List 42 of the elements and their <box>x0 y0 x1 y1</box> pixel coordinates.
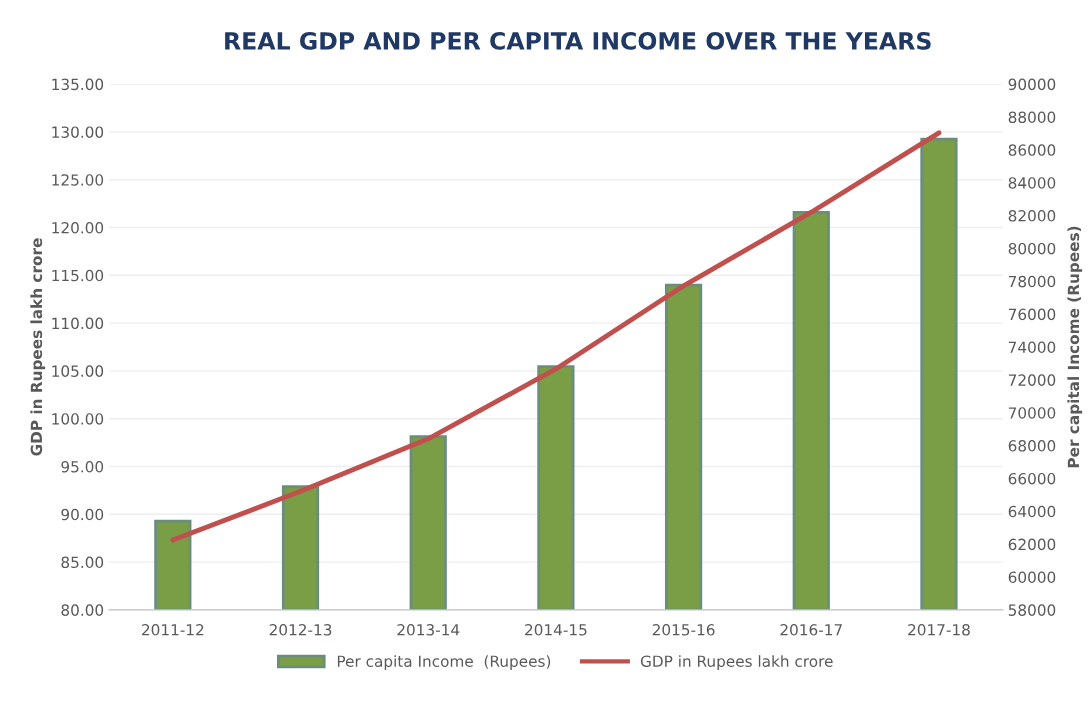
y-tick-label: 80.00 <box>61 604 104 616</box>
y-tick-label: 90.00 <box>61 508 104 521</box>
x-tick-label: 2012-13 <box>269 624 332 636</box>
y-axis-title: GDP in Rupees lakh crore <box>30 238 46 456</box>
y2-tick-label: 78000 <box>1008 275 1056 288</box>
y2-tick-label: 62000 <box>1008 538 1056 551</box>
y2-tick-label: 86000 <box>1008 144 1056 156</box>
x-tick-label: 2014-15 <box>525 624 587 636</box>
x-tick-label: 2016-17 <box>780 624 842 636</box>
y2-tick-label: 88000 <box>1008 111 1056 123</box>
x-tick-label: 2015-16 <box>652 624 715 636</box>
line-series <box>170 130 942 543</box>
x-tick-label: 2013-14 <box>397 624 460 636</box>
y-tick-label: 135.00 <box>52 78 104 91</box>
y-tick-label: 110.00 <box>52 317 104 330</box>
y2-tick-label: 82000 <box>1008 210 1056 222</box>
y2-axis-title: Per capital Income (Rupees) <box>1067 226 1083 468</box>
y-tick-label: 105.00 <box>52 365 104 377</box>
y2-tick-label: 64000 <box>1008 505 1056 518</box>
y-tick-label: 125.00 <box>52 174 104 186</box>
legend-label: GDP in Rupees lakh crore <box>640 655 833 670</box>
y-tick-label: 130.00 <box>52 126 104 138</box>
y2-tick-label: 60000 <box>1008 571 1056 584</box>
x-tick-label: 2017-18 <box>908 624 970 636</box>
y-tick-label: 100.00 <box>52 413 104 425</box>
y-tick-label: 95.00 <box>61 460 104 473</box>
y2-tick-label: 58000 <box>1008 604 1056 616</box>
y-tick-label: 115.00 <box>52 269 104 282</box>
y2-tick-label: 76000 <box>1008 308 1056 321</box>
y2-tick-label: 80000 <box>1008 242 1056 255</box>
y2-tick-label: 72000 <box>1008 374 1056 386</box>
x-tick-label: 2011-12 <box>142 624 204 636</box>
y2-tick-label: 90000 <box>1008 78 1056 91</box>
y2-tick-label: 84000 <box>1008 177 1056 189</box>
y2-tick-label: 74000 <box>1008 341 1056 354</box>
y-tick-label: 85.00 <box>61 556 104 569</box>
y2-tick-label: 68000 <box>1008 440 1056 452</box>
y2-tick-label: 66000 <box>1008 472 1056 485</box>
legend-label: Per capita Income (Rupees) <box>337 655 551 670</box>
y-tick-label: 120.00 <box>52 221 104 234</box>
y2-tick-label: 70000 <box>1008 407 1056 419</box>
chart-title: REAL GDP AND PER CAPITA INCOME OVER THE YEARS <box>225 31 931 50</box>
